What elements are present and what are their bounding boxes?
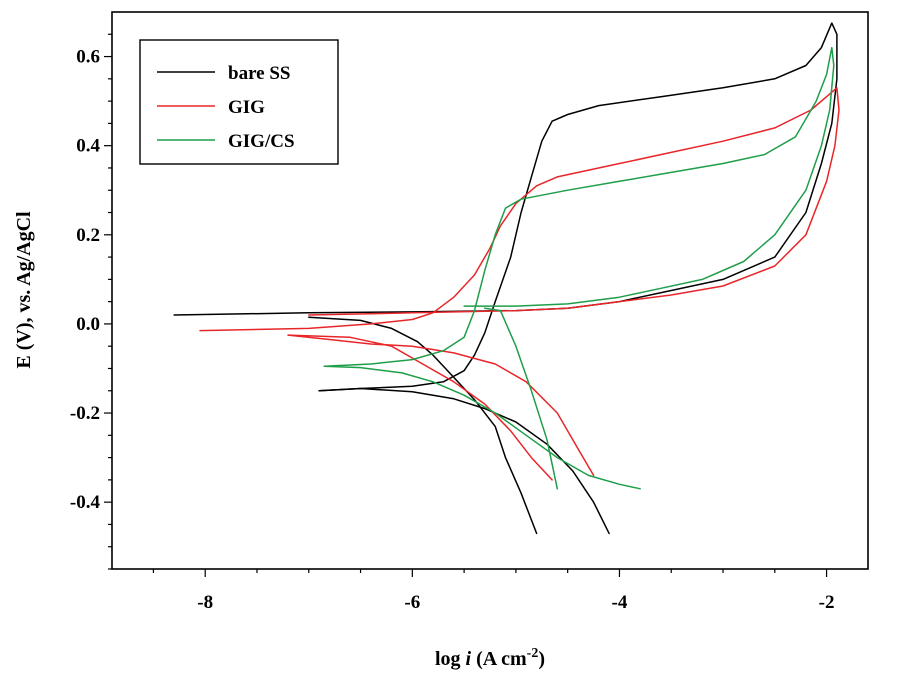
series-line-bare-ss-segment-0 bbox=[173, 22, 838, 392]
series-line-bare-ss-segment-1 bbox=[318, 387, 610, 535]
series-line-bare-ss-segment-2 bbox=[308, 316, 538, 535]
legend-box bbox=[139, 39, 339, 165]
series-line-gig-cs-segment-1 bbox=[323, 365, 641, 490]
x-axis-title: log i (A cm-2) bbox=[435, 646, 545, 670]
plot-frame bbox=[111, 11, 869, 570]
x-tick-label: -4 bbox=[612, 592, 628, 613]
y-tick-label: 0.4 bbox=[76, 136, 100, 157]
y-tick-label: 0.6 bbox=[76, 47, 100, 68]
y-tick-label: 0.0 bbox=[76, 314, 100, 335]
x-tick-label: -8 bbox=[197, 592, 213, 613]
y-tick-label: -0.2 bbox=[70, 403, 100, 424]
x-tick-label: -6 bbox=[404, 592, 420, 613]
series-line-gig-cs-segment-2 bbox=[484, 307, 559, 490]
legend: bare SS GIG GIG/CS bbox=[139, 39, 339, 165]
series-line-gig-segment-0 bbox=[199, 87, 840, 332]
axis-ticks: -8 -6 -4 -2 -0.4 -0.2 0.0 0.2 0.4 0.6 bbox=[70, 33, 835, 613]
y-axis-title: E (V), vs. Ag/AgCl bbox=[13, 211, 35, 369]
series-line-gig-segment-1 bbox=[287, 334, 595, 477]
y-tick-label: 0.2 bbox=[76, 225, 100, 246]
legend-label-bare-ss: bare SS bbox=[228, 63, 290, 84]
series-line-gig-segment-2 bbox=[287, 334, 553, 481]
x-tick-label: -2 bbox=[819, 592, 835, 613]
y-tick-label: -0.4 bbox=[70, 492, 101, 513]
legend-label-gig-cs: GIG/CS bbox=[228, 131, 295, 152]
legend-label-gig: GIG bbox=[228, 97, 265, 118]
series-lines bbox=[173, 22, 840, 535]
series-line-gig-cs-segment-0 bbox=[323, 46, 835, 368]
